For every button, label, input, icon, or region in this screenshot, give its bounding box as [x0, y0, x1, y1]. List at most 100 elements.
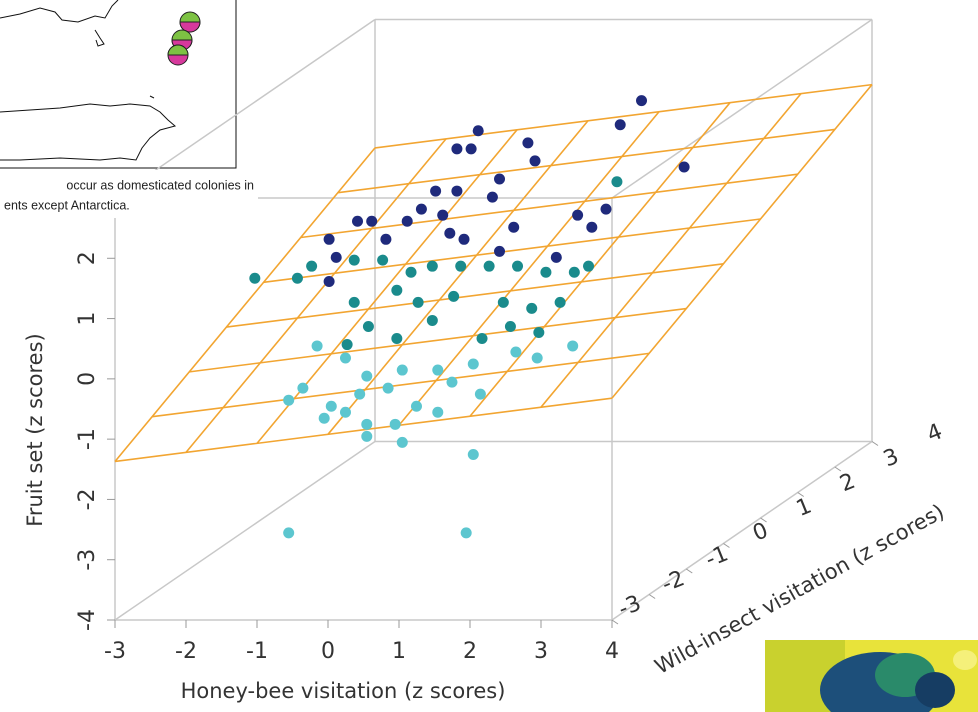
surface-line: [374, 83, 873, 149]
data-point: [318, 412, 330, 424]
x-tick-label: -1: [246, 639, 268, 664]
data-point: [377, 254, 389, 266]
y-tick-label: -2: [75, 488, 100, 510]
data-point: [405, 266, 417, 278]
data-point: [531, 352, 543, 364]
surface-line: [152, 352, 650, 418]
data-point: [283, 394, 295, 406]
data-point: [426, 314, 438, 326]
data-point: [339, 352, 351, 364]
data-point: [297, 382, 309, 394]
data-point: [474, 388, 486, 400]
data-point: [467, 448, 479, 460]
data-point: [410, 400, 422, 412]
surface-line: [300, 173, 798, 239]
data-point: [396, 436, 408, 448]
w-tick-label: 4: [924, 419, 946, 447]
surface-line: [611, 84, 873, 399]
x-tick-label: 0: [321, 639, 335, 664]
data-point: [362, 320, 374, 332]
x-tick-label: 1: [392, 639, 406, 664]
caption-line: ents except Antarctica.: [4, 198, 130, 212]
data-point: [291, 272, 303, 284]
x-axis-title: Honey-bee visitation (z scores): [181, 679, 506, 703]
data-point: [325, 400, 337, 412]
data-point: [455, 260, 467, 272]
y-tick-label: -4: [75, 609, 100, 631]
surface-line: [263, 218, 761, 284]
y-tick-label: -3: [75, 549, 100, 571]
data-point: [341, 339, 353, 351]
box-edge: [114, 18, 376, 199]
data-point: [508, 221, 520, 233]
x-tick-label: 4: [605, 639, 619, 664]
map-marker: [167, 44, 189, 56]
data-point: [467, 358, 479, 370]
data-point: [451, 185, 463, 197]
caption-background: [0, 170, 258, 218]
data-point: [486, 191, 498, 203]
surface-line: [540, 93, 802, 408]
surface-line: [327, 120, 589, 435]
data-point: [483, 260, 495, 272]
surface-line: [189, 307, 687, 373]
data-point: [583, 260, 595, 272]
data-point: [614, 119, 626, 131]
bee-photo: [765, 640, 978, 712]
data-point: [600, 203, 612, 215]
box-edge: [611, 18, 873, 199]
data-point: [586, 221, 598, 233]
data-point: [323, 276, 335, 287]
x-tick-label: -2: [175, 639, 197, 664]
data-point: [361, 370, 373, 382]
data-point: [444, 227, 456, 239]
data-point: [426, 260, 438, 272]
data-point: [348, 296, 360, 308]
data-point: [389, 418, 401, 430]
data-point: [540, 266, 552, 278]
data-point: [460, 527, 472, 539]
y-tick-label: -1: [75, 428, 100, 450]
data-point: [437, 209, 449, 221]
data-point: [529, 155, 541, 167]
surface-line: [337, 128, 835, 194]
w-tick: [797, 492, 804, 497]
data-point: [306, 260, 318, 272]
data-point: [678, 161, 690, 173]
data-point: [510, 346, 522, 358]
data-point: [494, 173, 506, 185]
x-tick-label: 2: [463, 639, 477, 664]
data-point: [497, 296, 509, 308]
data-point: [391, 284, 403, 296]
data-point: [249, 272, 261, 284]
data-point: [366, 215, 378, 227]
data-point: [380, 233, 392, 245]
w-tick: [611, 619, 619, 625]
coastline: [149, 95, 155, 99]
w-tick: [723, 543, 730, 548]
surface-line: [398, 111, 660, 426]
data-point: [554, 296, 566, 308]
data-point: [412, 296, 424, 308]
data-point: [415, 203, 427, 215]
data-point: [572, 209, 584, 221]
data-point: [339, 406, 351, 418]
data-point: [323, 233, 335, 245]
surface-line: [226, 262, 724, 328]
data-point: [391, 333, 403, 345]
data-point: [432, 364, 444, 376]
y-axis-title: Fruit set (z scores): [23, 333, 47, 526]
caption-line: occur as domesticated colonies in: [66, 178, 254, 192]
data-point: [446, 376, 458, 388]
data-point: [401, 215, 413, 227]
data-point: [512, 260, 524, 272]
coastline: [94, 29, 105, 47]
data-point: [354, 388, 366, 400]
surface-line: [469, 102, 731, 417]
data-point: [522, 137, 534, 149]
map-markers: [167, 11, 201, 66]
data-point: [636, 95, 648, 107]
data-point: [348, 254, 360, 266]
data-point: [361, 418, 373, 430]
